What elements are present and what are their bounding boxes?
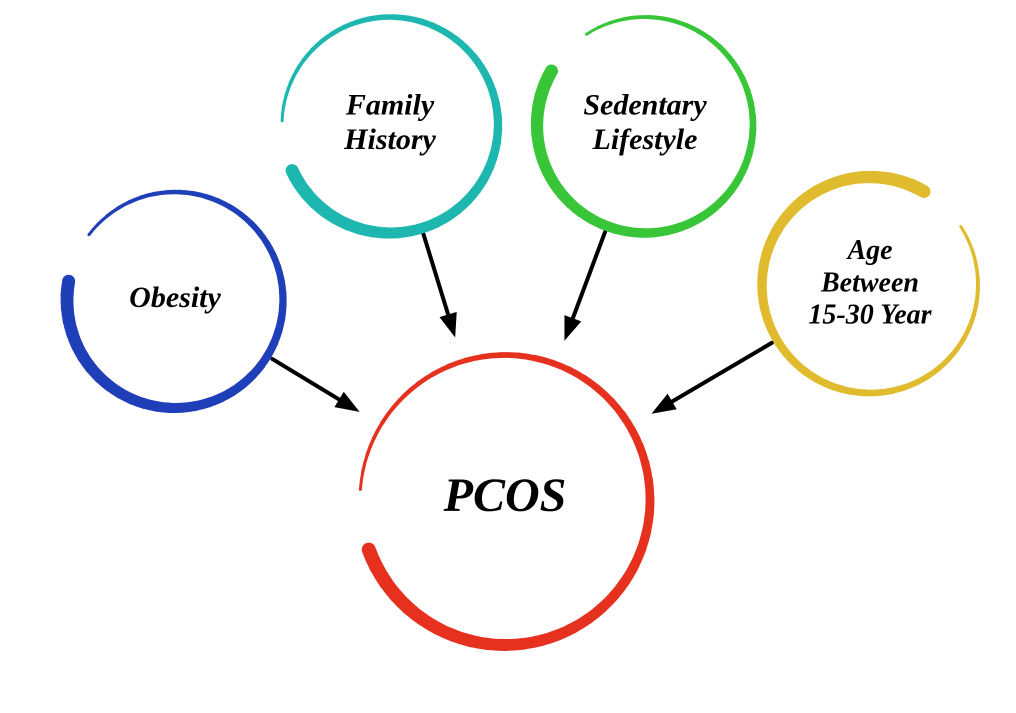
label-sedentary-lifestyle: SedentaryLifestyle — [583, 89, 707, 157]
arrow — [564, 232, 605, 341]
pcos-diagram: Obesity FamilyHistory SedentaryLifestyle Ag… — [0, 0, 1016, 713]
svg-text:15-30 Year: 15-30 Year — [808, 300, 932, 331]
svg-text:History: History — [343, 123, 436, 156]
arrow — [423, 234, 456, 337]
svg-text:Family: Family — [345, 89, 435, 122]
label-obesity: Obesity — [129, 281, 221, 314]
label-age-range: AgeBetween15-30 Year — [808, 235, 932, 330]
svg-text:Lifestyle: Lifestyle — [592, 123, 698, 156]
label-pcos: PCOS — [443, 469, 567, 522]
label-family-history: FamilyHistory — [343, 89, 436, 157]
arrow — [651, 343, 771, 414]
svg-text:Between: Between — [820, 267, 919, 298]
svg-text:PCOS: PCOS — [443, 469, 567, 522]
svg-text:Age: Age — [845, 235, 892, 266]
svg-text:Sedentary: Sedentary — [583, 89, 707, 122]
arrow — [272, 359, 359, 412]
svg-text:Obesity: Obesity — [129, 281, 221, 314]
